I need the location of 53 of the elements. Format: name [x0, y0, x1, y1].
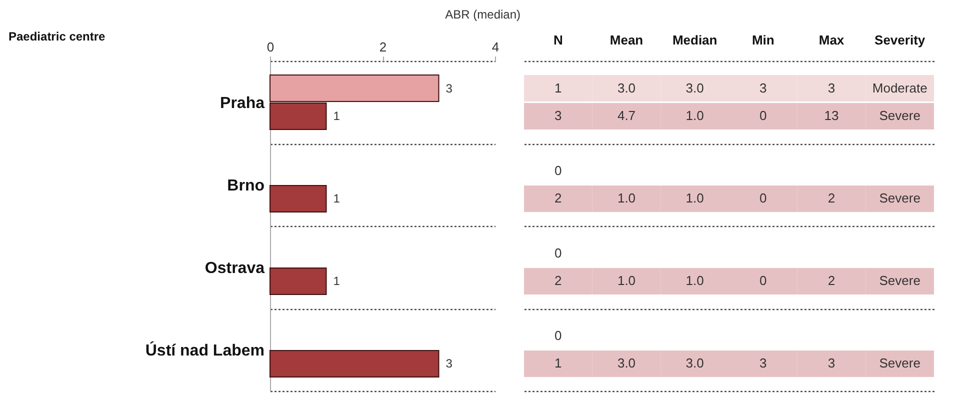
data-label: 3.0: [686, 356, 704, 371]
data-label: 13: [824, 108, 839, 124]
data-label: 3: [828, 356, 836, 371]
x-tick-label: Median: [672, 32, 718, 48]
data-label: 1: [554, 80, 562, 96]
data-label: 3.0: [686, 80, 704, 96]
data-label: 2: [828, 273, 836, 288]
data-label: 2: [828, 190, 836, 206]
x-tick-label: 0: [266, 40, 274, 54]
data-label: 1: [333, 274, 340, 288]
y-tick-label: Praha: [220, 94, 265, 112]
data-label: 1: [554, 356, 562, 371]
y-tick-label: Ostrava: [204, 260, 265, 277]
data-label: 1.0: [617, 190, 636, 206]
data-label: 1.0: [686, 108, 704, 124]
data-label: 1.0: [617, 273, 636, 288]
data-label: 3: [760, 80, 767, 96]
x-tick-label: Mean: [610, 32, 644, 48]
x-tick-label: 4: [492, 40, 500, 54]
data-label: 0: [554, 328, 562, 343]
data-label: 2: [554, 273, 562, 288]
data-label: 3: [828, 80, 836, 96]
x-axis-title: ABR (median): [445, 8, 520, 22]
data-label: 0: [554, 162, 562, 178]
y-axis-title: Paediatric centre: [8, 30, 106, 44]
data-label: 3.0: [617, 356, 636, 371]
data-label: 0: [760, 190, 767, 206]
data-label: 3: [446, 356, 453, 371]
text: Severe: [879, 190, 920, 206]
data-label: 3: [760, 356, 767, 371]
text: Moderate: [872, 80, 928, 96]
data-label: 3: [446, 81, 453, 96]
data-label: 4.7: [617, 108, 636, 124]
y-tick-label: Brno: [227, 177, 265, 194]
data-label: 0: [760, 108, 767, 124]
x-tick-label: Severity: [874, 32, 926, 48]
data-label: 0: [760, 273, 767, 288]
data-label: 3: [554, 108, 562, 124]
data-label: 3.0: [617, 80, 636, 96]
data-label: 1.0: [686, 190, 704, 206]
data-label: 2: [554, 190, 562, 206]
x-tick-label: N: [553, 32, 563, 48]
data-label: 1: [333, 192, 340, 206]
x-tick-label: Max: [818, 32, 845, 48]
text: Severe: [879, 108, 920, 124]
text: Severe: [879, 356, 920, 371]
y-tick-label: Ústí nad Labem: [145, 340, 264, 360]
text: Severe: [879, 273, 920, 288]
x-tick-label: Min: [752, 32, 774, 48]
data-label: 1: [333, 109, 340, 124]
data-label: 0: [554, 245, 562, 260]
data-label: 1.0: [686, 273, 704, 288]
x-tick-label: 2: [379, 40, 387, 54]
